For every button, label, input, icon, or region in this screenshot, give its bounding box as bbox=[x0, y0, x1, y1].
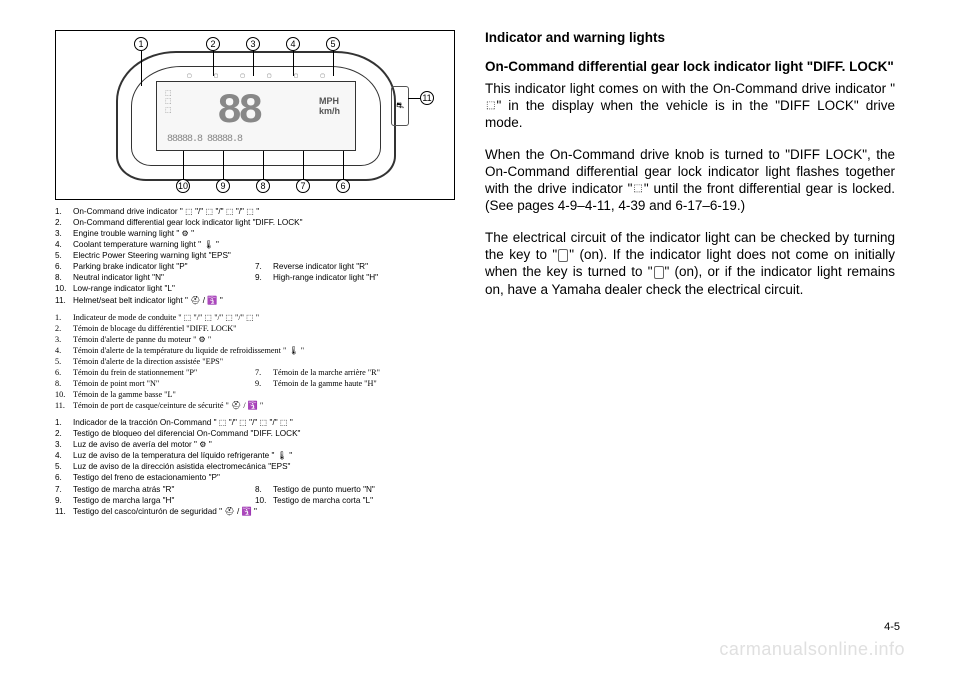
callout-10: 10 bbox=[176, 179, 190, 193]
drive-indicator-icon: ⬚ bbox=[485, 100, 496, 113]
cap-es-11: Testigo del casco/cinturón de seguridad … bbox=[73, 506, 455, 517]
cap-es-2: Testigo de bloqueo del diferencial On-Co… bbox=[73, 428, 455, 439]
cap-fr-4: Témoin d'alerte de la température du liq… bbox=[73, 345, 455, 356]
watermark: carmanualsonline.info bbox=[719, 639, 905, 660]
drive-indicator-icon: ⬚ bbox=[632, 183, 643, 196]
captions-french: 1.Indicateur de mode de conduite " ⬚ "/"… bbox=[55, 312, 455, 412]
cap-es-10: Testigo de marcha corta "L" bbox=[273, 495, 373, 506]
leader bbox=[253, 51, 254, 76]
lcd-kmh: km/h bbox=[319, 107, 340, 117]
leader bbox=[333, 51, 334, 76]
cap-en-11: Helmet/seat belt indicator light " ⛑ / 🛐… bbox=[73, 295, 455, 306]
cap-en-10: Low-range indicator light "L" bbox=[73, 283, 455, 294]
cap-fr-6: Témoin du frein de stationnement "P" bbox=[73, 367, 255, 378]
callout-5: 5 bbox=[326, 37, 340, 51]
cap-es-6: Testigo del freno de estacionamiento "P" bbox=[73, 472, 455, 483]
leader bbox=[293, 51, 294, 76]
lcd-left-icons: ⬚⬚⬚ bbox=[165, 90, 172, 115]
callout-3: 3 bbox=[246, 37, 260, 51]
cap-es-7: Testigo de marcha atrás "R" bbox=[73, 484, 255, 495]
cap-en-8: Neutral indicator light "N" bbox=[73, 272, 255, 283]
cap-fr-8: Témoin de point mort "N" bbox=[73, 378, 255, 389]
cap-fr-2: Témoin de blocage du différentiel "DIFF.… bbox=[73, 323, 455, 334]
cap-es-3: Luz de aviso de avería del motor " ⚙ " bbox=[73, 439, 455, 450]
lcd-units: MPH km/h bbox=[319, 97, 340, 117]
callout-6: 6 bbox=[336, 179, 350, 193]
cap-fr-3: Témoin d'alerte de panne du moteur " ⚙ " bbox=[73, 334, 455, 345]
callout-8: 8 bbox=[256, 179, 270, 193]
leader bbox=[183, 151, 184, 179]
key-on-icon bbox=[654, 266, 664, 279]
lcd-screen: ⬚⬚⬚ 88 MPH km/h 88888.8 88888.8 bbox=[156, 81, 356, 151]
leader bbox=[213, 51, 214, 76]
callout-11: 11 bbox=[420, 91, 434, 105]
subsection-heading: On-Command differential gear lock indica… bbox=[485, 59, 895, 76]
callout-4: 4 bbox=[286, 37, 300, 51]
paragraph-1: This indicator light comes on with the O… bbox=[485, 80, 895, 132]
cap-en-5: Electric Power Steering warning light "E… bbox=[73, 250, 455, 261]
paragraph-2: When the On-Command drive knob is turned… bbox=[485, 146, 895, 215]
section-heading: Indicator and warning lights bbox=[485, 30, 895, 45]
cap-es-1: Indicador de la tracción On-Command " ⬚ … bbox=[73, 417, 455, 428]
cap-es-4: Luz de aviso de la temperatura del líqui… bbox=[73, 450, 455, 461]
lcd-odometer: 88888.8 88888.8 bbox=[167, 134, 242, 145]
callout-9: 9 bbox=[216, 179, 230, 193]
cap-en-4: Coolant temperature warning light " 🌡 " bbox=[73, 239, 455, 250]
lcd-speed: 88 bbox=[217, 87, 259, 135]
instrument-diagram: 1 2 3 4 5 ▢▢▢▢▢▢ ⬚⬚⬚ 88 MPH km/h bbox=[55, 30, 455, 200]
leader bbox=[141, 51, 142, 86]
page-number: 4-5 bbox=[884, 621, 900, 633]
leader bbox=[303, 151, 304, 179]
captions-english: 1.On-Command drive indicator " ⬚ "/" ⬚ "… bbox=[55, 206, 455, 306]
p1a: This indicator light comes on with the O… bbox=[485, 81, 895, 96]
page: 1 2 3 4 5 ▢▢▢▢▢▢ ⬚⬚⬚ 88 MPH km/h bbox=[0, 0, 960, 553]
cap-fr-7: Témoin de la marche arrière "R" bbox=[273, 367, 380, 378]
left-column: 1 2 3 4 5 ▢▢▢▢▢▢ ⬚⬚⬚ 88 MPH km/h bbox=[55, 30, 455, 523]
leader bbox=[343, 151, 344, 179]
cap-es-5: Luz de aviso de la dirección asistida el… bbox=[73, 461, 455, 472]
right-column: Indicator and warning lights On-Command … bbox=[485, 30, 895, 523]
indicator-strip: ▢▢▢▢▢▢ bbox=[176, 73, 336, 81]
cap-fr-1: Indicateur de mode de conduite " ⬚ "/" ⬚… bbox=[73, 312, 455, 323]
cap-en-2: On-Command differential gear lock indica… bbox=[73, 217, 455, 228]
cap-en-1: On-Command drive indicator " ⬚ "/" ⬚ "/"… bbox=[73, 206, 455, 217]
callout-7: 7 bbox=[296, 179, 310, 193]
leader bbox=[408, 98, 420, 99]
captions-spanish: 1.Indicador de la tracción On-Command " … bbox=[55, 417, 455, 517]
side-panel-icon: ⛐ bbox=[391, 86, 409, 126]
cap-fr-11: Témoin de port de casque/ceinture de séc… bbox=[73, 400, 455, 411]
cap-fr-5: Témoin d'alerte de la direction assistée… bbox=[73, 356, 455, 367]
key-on-icon bbox=[558, 249, 568, 262]
cap-es-8: Testigo de punto muerto "N" bbox=[273, 484, 375, 495]
cap-fr-10: Témoin de la gamme basse "L" bbox=[73, 389, 455, 400]
cap-en-3: Engine trouble warning light " ⚙ " bbox=[73, 228, 455, 239]
leader bbox=[223, 151, 224, 179]
leader bbox=[263, 151, 264, 179]
cap-en-6: Parking brake indicator light "P" bbox=[73, 261, 255, 272]
cap-en-9: High-range indicator light "H" bbox=[273, 272, 378, 283]
p1b: " in the display when the vehicle is in … bbox=[485, 98, 895, 130]
cap-fr-9: Témoin de la gamme haute "H" bbox=[273, 378, 377, 389]
callout-2: 2 bbox=[206, 37, 220, 51]
cap-es-9: Testigo de marcha larga "H" bbox=[73, 495, 255, 506]
cap-en-7: Reverse indicator light "R" bbox=[273, 261, 368, 272]
paragraph-3: The electrical circuit of the indicator … bbox=[485, 229, 895, 298]
callout-1: 1 bbox=[134, 37, 148, 51]
